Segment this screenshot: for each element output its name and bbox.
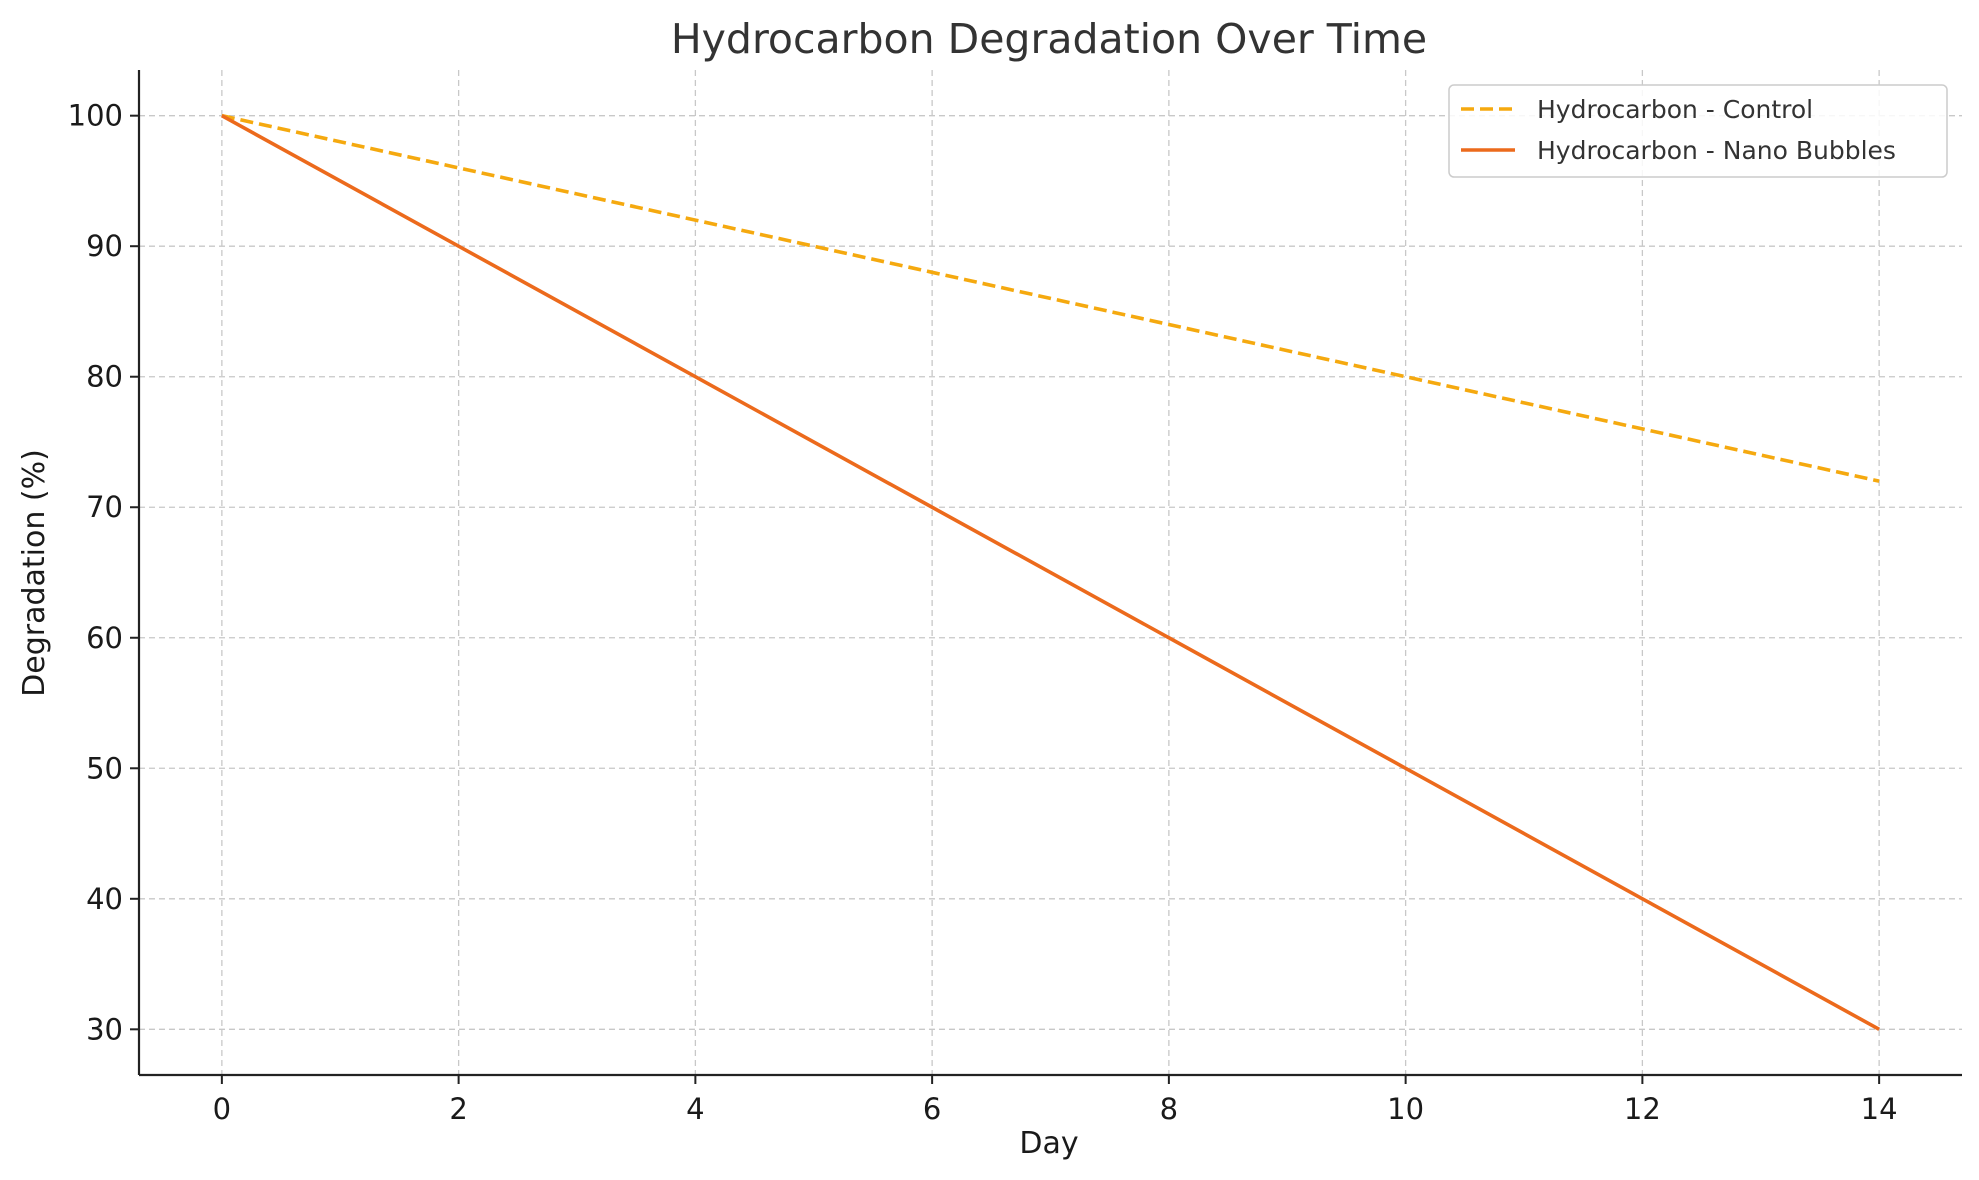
x-tick-label: 4 xyxy=(686,1092,704,1126)
y-tick-label: 60 xyxy=(86,621,123,655)
y-tick-label: 50 xyxy=(86,751,123,785)
series-line-nano-bubbles xyxy=(220,114,1881,1031)
legend-label-control: Hydrocarbon - Control xyxy=(1537,95,1813,124)
x-axis-label: Day xyxy=(1019,1126,1078,1161)
chart-title: Hydrocarbon Degradation Over Time xyxy=(671,15,1427,63)
y-tick-label: 30 xyxy=(86,1012,123,1046)
y-tick-label: 70 xyxy=(86,490,123,524)
x-tick-label: 8 xyxy=(1160,1092,1178,1126)
y-tick-label: 100 xyxy=(68,99,123,133)
grid xyxy=(139,70,1962,1075)
series-layer xyxy=(220,113,1881,1031)
x-tick-label: 10 xyxy=(1387,1092,1424,1126)
axes xyxy=(137,70,1962,1077)
x-tick-label: 14 xyxy=(1861,1092,1898,1126)
y-axis-label: Degradation (%) xyxy=(17,449,52,697)
x-tick-label: 0 xyxy=(213,1092,231,1126)
x-tick-label: 6 xyxy=(923,1092,941,1126)
y-tick-label: 80 xyxy=(86,360,123,394)
x-tick-label: 2 xyxy=(449,1092,467,1126)
y-ticks: 30 40 50 60 70 80 90 100 xyxy=(68,99,139,1046)
series-line-control xyxy=(221,113,1880,483)
legend: Hydrocarbon - Control Hydrocarbon - Nano… xyxy=(1448,84,1948,178)
legend-label-nano-bubbles: Hydrocarbon - Nano Bubbles xyxy=(1537,136,1896,165)
legend-box xyxy=(1448,84,1948,178)
y-tick-label: 40 xyxy=(86,882,123,916)
x-tick-label: 12 xyxy=(1624,1092,1661,1126)
y-tick-label: 90 xyxy=(86,229,123,263)
x-ticks: 0 2 4 6 8 10 12 14 xyxy=(213,1075,1898,1126)
